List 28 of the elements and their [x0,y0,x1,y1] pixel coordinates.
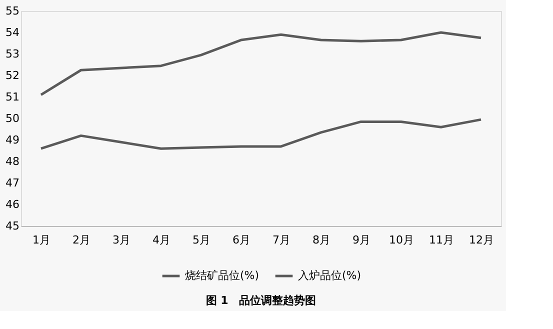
y-tick-label: 53 [6,48,20,60]
legend-label: 入炉品位(%) [298,269,362,282]
x-tick-label: 12月 [469,234,494,246]
x-tick-label: 1月 [32,234,50,246]
x-tick-label: 9月 [352,234,370,246]
y-tick-label: 45 [6,220,20,232]
x-tick-label: 6月 [232,234,250,246]
line-series [40,118,482,150]
x-tick-label: 10月 [389,234,414,246]
x-tick-label: 4月 [152,234,170,246]
y-tick-label: 50 [6,112,20,125]
x-tick-label: 7月 [272,234,290,246]
line-series [40,31,482,96]
caption: 图 1 品位调整趋势图 [206,294,316,307]
y-tick-label: 48 [6,155,20,168]
y-tick-label: 49 [6,134,20,146]
x-tick-label: 8月 [312,234,330,246]
x-tick-label: 5月 [192,234,210,246]
y-tick-label: 55 [6,4,20,18]
x-tick-label: 3月 [112,234,130,246]
y-tick-label: 47 [6,176,20,190]
legend-label: 烧结矿品位(%) [185,269,260,282]
y-tick-label: 52 [6,69,20,82]
y-tick-label: 54 [6,26,20,39]
y-tick-label: 51 [6,90,20,104]
x-tick-label: 11月 [429,234,454,246]
y-tick-label: 46 [6,198,20,211]
x-tick-label: 2月 [72,234,90,246]
